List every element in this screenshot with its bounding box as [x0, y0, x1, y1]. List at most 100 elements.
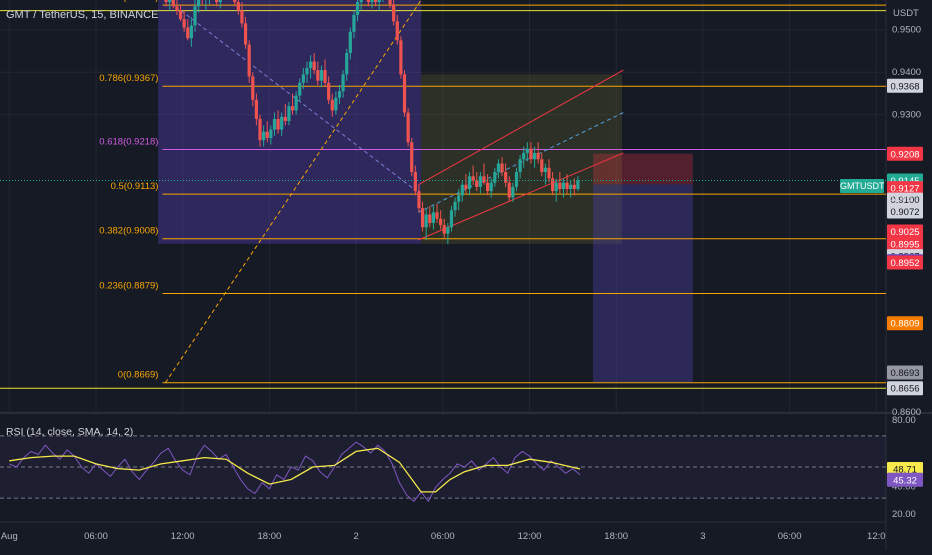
candle-body	[301, 74, 305, 83]
candle-body	[532, 152, 537, 160]
price-tag-bg	[887, 192, 923, 207]
candle-body	[319, 70, 324, 81]
candle-body	[475, 180, 479, 187]
candle-body	[287, 106, 291, 122]
time-tick-label: 06:00	[431, 531, 455, 542]
time-tick-label: 18:00	[604, 531, 628, 542]
rsi-plot	[0, 435, 886, 503]
candle-body	[467, 176, 472, 190]
candle-body	[251, 76, 255, 100]
candle-body	[529, 148, 533, 160]
candle-body	[522, 152, 526, 160]
price-tick-label: 0.8600	[892, 407, 921, 418]
candle-body	[327, 82, 331, 100]
price-tag-label: 0.9072	[890, 207, 919, 218]
price-tag-bg	[887, 237, 923, 252]
candle-body	[504, 172, 508, 183]
fib-level-label: 1(0.9558)	[118, 0, 159, 3]
candle-body	[193, 6, 197, 26]
candle-body	[352, 14, 356, 32]
candle-body	[417, 191, 421, 209]
candle-body	[359, 0, 363, 3]
price-tag-label: 0.9100	[890, 195, 919, 206]
candle-body	[511, 186, 515, 198]
rsi-tick-label: 40.00	[892, 481, 916, 492]
candle-body	[399, 40, 403, 75]
rsi-value-tag-bg	[887, 472, 923, 487]
candle-body	[507, 182, 511, 198]
price-tag-label: 0.9025	[890, 227, 919, 238]
price-tag-bg	[887, 224, 923, 239]
fib-level-label: 0.382(0.9008)	[99, 226, 158, 237]
candle-body	[514, 172, 519, 187]
price-tick-label: 0.9500	[892, 25, 921, 36]
time-tick-label: 12:00	[171, 531, 195, 542]
time-tick-label: 12:00	[518, 531, 542, 542]
candle-body	[518, 159, 522, 173]
candle-body	[485, 182, 490, 192]
candle-body	[525, 148, 529, 153]
time-tick-label: 3	[700, 531, 705, 542]
candle-body	[370, 0, 374, 3]
time-tick-label: 2	[353, 531, 358, 542]
candle-body	[334, 97, 338, 111]
candle-body	[471, 176, 475, 181]
candle-body	[276, 118, 280, 130]
candle-body	[402, 74, 407, 113]
candle-body	[374, 0, 378, 3]
candle-body	[551, 178, 555, 192]
price-tag-bg	[887, 316, 923, 331]
candle-body	[435, 212, 439, 219]
candle-body	[428, 214, 432, 223]
candle-body	[341, 74, 345, 92]
candle-body	[345, 53, 349, 75]
candle-body	[500, 163, 504, 173]
candle-body	[355, 2, 360, 15]
candle-body	[536, 152, 540, 160]
candle-body	[392, 4, 396, 22]
candle-body	[218, 0, 222, 3]
time-tick-label: 06:00	[84, 531, 108, 542]
price-tag-bg	[887, 78, 923, 93]
candle-body	[496, 163, 501, 173]
candle-body	[442, 225, 446, 234]
chart-title: GMT / TetherUS, 15, BINANCE	[6, 9, 159, 21]
candle-body	[215, 0, 219, 3]
candle-body	[554, 182, 558, 192]
time-tick-label: 12:0	[867, 531, 886, 542]
candle-body	[269, 129, 273, 139]
zone-0	[158, 0, 422, 244]
price-tag-label: 0.8656	[890, 384, 919, 395]
candle-body	[478, 176, 482, 187]
candle-body	[294, 95, 298, 111]
candle-body	[236, 2, 240, 11]
candle-body	[543, 167, 547, 173]
price-tag-label: 0.8995	[890, 240, 919, 251]
candle-body	[312, 61, 316, 71]
price-tag-label: 0.8952	[890, 258, 919, 269]
price-tag-bg	[887, 146, 923, 161]
candle-body	[489, 182, 493, 192]
candle-body	[164, 0, 168, 3]
candle-body	[262, 131, 266, 141]
rsi-ma-tag-bg	[887, 462, 923, 477]
candle-body	[547, 167, 551, 179]
candle-body	[446, 227, 450, 234]
candle-body	[439, 218, 443, 226]
candle-body	[280, 116, 284, 130]
candle-body	[298, 82, 302, 96]
symbol-tag: GMTUSDT	[840, 179, 885, 193]
rsi-ma-line	[9, 447, 581, 493]
rsi-tick-label: 80.00	[892, 415, 916, 426]
candle-body	[366, 0, 370, 3]
candle-body	[240, 10, 244, 24]
zone-3	[593, 184, 693, 383]
candle-body	[323, 70, 327, 83]
candle-body	[449, 210, 454, 228]
time-tick-label: Aug	[1, 531, 18, 542]
price-tag-bg	[887, 381, 923, 396]
candle-body	[196, 0, 201, 7]
price-tag-label: 0.9208	[890, 149, 919, 160]
